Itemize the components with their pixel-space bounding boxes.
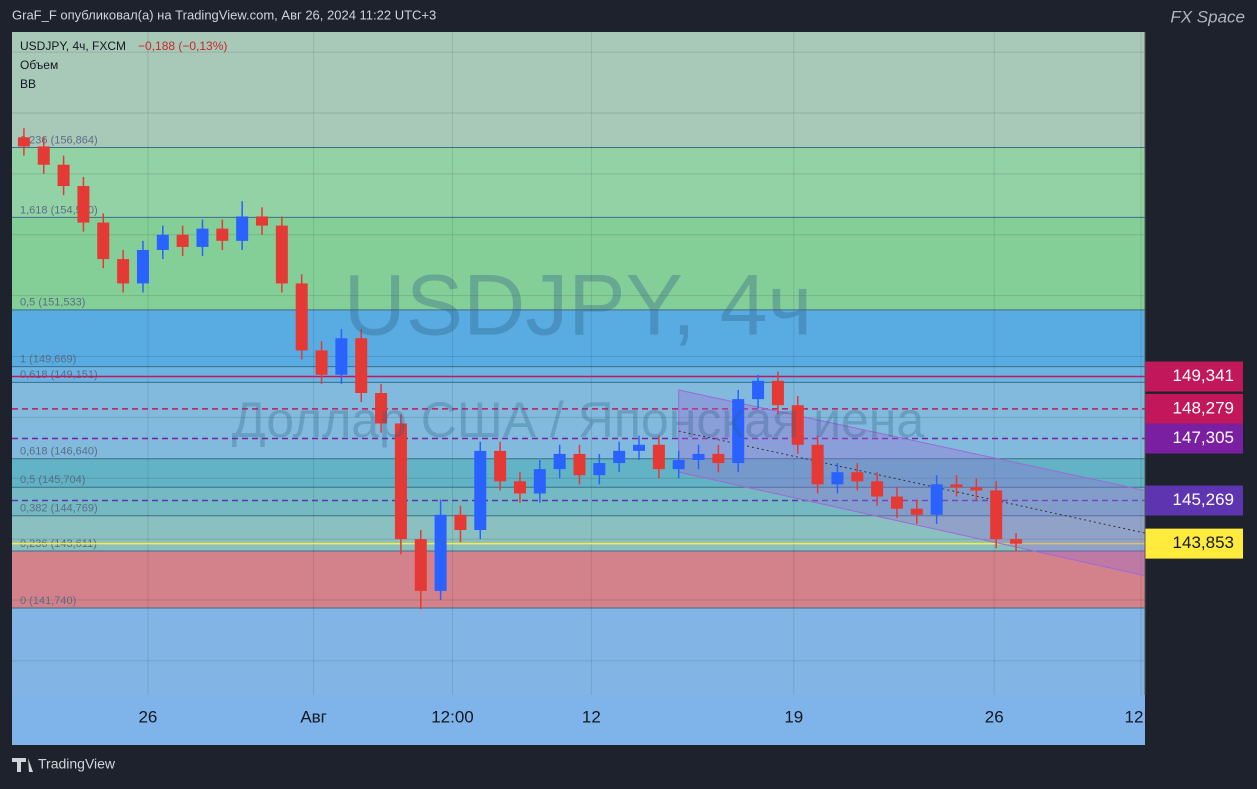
candle-body (573, 453, 586, 476)
fib-label: 0,382 (144,769) (20, 503, 98, 515)
candle-body (513, 481, 526, 494)
fib-band (12, 309, 1145, 367)
fib-label: 0,5 (151,533) (20, 297, 85, 309)
candle-body (414, 539, 427, 591)
footer: TradingView (38, 756, 116, 772)
watermark: USDJPY, 4ч (344, 258, 813, 354)
candle-body (37, 146, 50, 165)
candle-body (394, 423, 407, 540)
candle-body (672, 459, 685, 470)
legend-entry: Объем (20, 58, 58, 72)
tv-logo (12, 758, 33, 772)
fib-label: 0 (141,740) (20, 595, 76, 607)
x-tick-label: 19 (784, 707, 803, 726)
x-tick-label: 12:00 (431, 707, 474, 726)
price-label: 148,279 (1173, 398, 1234, 417)
candle-body (156, 234, 169, 250)
candle-body (732, 399, 745, 464)
price-label: 149,341 (1173, 366, 1234, 385)
price-label-bg (1145, 361, 1243, 392)
candle-body (652, 444, 665, 470)
brand: FX Space (1170, 7, 1245, 26)
candle-body (1010, 539, 1023, 544)
price-label-bg (1145, 485, 1243, 516)
fib-band (12, 550, 1145, 608)
x-tick-label: 12 (582, 707, 601, 726)
candle-body (216, 228, 229, 241)
candle-body (553, 453, 566, 470)
candle-body (633, 444, 646, 451)
price-label-bg (1145, 393, 1243, 424)
candle-body (335, 338, 348, 375)
candle-body (77, 186, 90, 223)
fib-band (12, 366, 1145, 383)
candle-body (712, 453, 725, 464)
fib-label: 1 (149,669) (20, 353, 76, 365)
fib-band (12, 147, 1145, 218)
candle-body (950, 484, 963, 488)
x-tick-label: Авг (300, 707, 327, 726)
candle-body (533, 469, 546, 494)
candle-body (593, 463, 606, 476)
candle-body (275, 225, 288, 284)
candle-body (831, 472, 844, 485)
candle-body (236, 216, 249, 241)
fib-label: 0,618 (149,151) (20, 369, 98, 381)
price-label-bg (1145, 423, 1243, 454)
candle-body (57, 164, 70, 187)
candle-body (791, 405, 804, 445)
fib-label: 0,5 (145,704) (20, 474, 85, 486)
price-label-bg (1145, 528, 1243, 559)
x-tick-label: 26 (138, 707, 157, 726)
candle-body (851, 472, 864, 482)
candle-body (117, 259, 130, 284)
fib-band (12, 382, 1145, 459)
legend-entry: USDJPY, 4ч, FXCM (20, 39, 126, 53)
candle-body (454, 514, 467, 531)
price-label: 143,853 (1173, 533, 1234, 552)
candle-body (136, 249, 149, 284)
candle-body (474, 450, 487, 531)
candle-body (494, 450, 507, 482)
candle-body (196, 228, 209, 247)
candle-body (930, 484, 943, 515)
legend-entry: −0,188 (−0,13%) (138, 39, 227, 53)
fib-label: 0,618 (146,640) (20, 446, 98, 458)
candle-body (771, 380, 784, 406)
candle-body (17, 137, 30, 147)
fib-label: 0,236 (156,864) (20, 134, 98, 146)
candle-body (871, 481, 884, 497)
x-tick-label: 26 (985, 707, 1004, 726)
candle-body (176, 234, 189, 247)
candle-body (990, 490, 1003, 540)
candle-body (811, 444, 824, 485)
candle-body (256, 216, 269, 226)
legend-entry: BB (20, 77, 36, 91)
candle-body (613, 450, 626, 464)
price-label: 147,305 (1173, 428, 1234, 447)
time-axis-bg (12, 695, 1145, 745)
candle-body (295, 283, 308, 351)
price-label: 145,269 (1173, 490, 1234, 509)
candle-body (890, 496, 903, 509)
candle-body (434, 514, 447, 591)
candle-body (752, 380, 765, 400)
candle-body (355, 338, 368, 394)
plot: 0,236 (156,864)1,618 (154,570)0,5 (151,5… (12, 32, 1145, 695)
candle-body (692, 453, 705, 460)
header: GraF_F опубликовал(а) на TradingView.com… (12, 7, 436, 22)
fib-band (12, 607, 1145, 695)
candle-body (970, 487, 983, 491)
candle-body (910, 508, 923, 515)
watermark-sub: Доллар США / Японская иена (232, 392, 925, 448)
candle-body (97, 222, 110, 260)
candle-body (375, 393, 388, 424)
candle-body (315, 350, 328, 375)
